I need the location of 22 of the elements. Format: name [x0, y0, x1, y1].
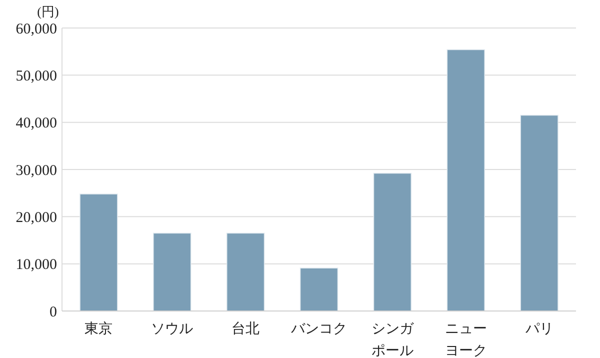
y-tick-label: 0 — [50, 304, 57, 320]
bar — [373, 172, 412, 312]
bar — [446, 49, 485, 312]
x-tick-label: バンコク — [290, 322, 347, 337]
y-tick-label: 30,000 — [16, 162, 57, 179]
y-tick-label: 50,000 — [16, 68, 57, 84]
x-tick-label: パリ — [524, 322, 554, 337]
bar — [153, 232, 192, 312]
y-axis-title: (円) — [37, 4, 59, 19]
y-tick-label: 60,000 — [16, 21, 57, 38]
x-tick-label: ニューヨーク — [444, 322, 487, 358]
y-tick-label: 20,000 — [16, 210, 57, 226]
bar — [80, 194, 118, 312]
y-tick-label: 10,000 — [16, 257, 57, 274]
y-tick-label: 40,000 — [16, 116, 57, 132]
x-tick-label: 東京 — [84, 321, 113, 337]
x-tick-label: シンガポール — [371, 322, 414, 358]
bar — [226, 232, 265, 312]
bar — [520, 114, 558, 312]
x-tick-label: ソウル — [151, 322, 194, 337]
x-tick-label: 台北 — [232, 321, 260, 337]
bar — [300, 268, 338, 312]
